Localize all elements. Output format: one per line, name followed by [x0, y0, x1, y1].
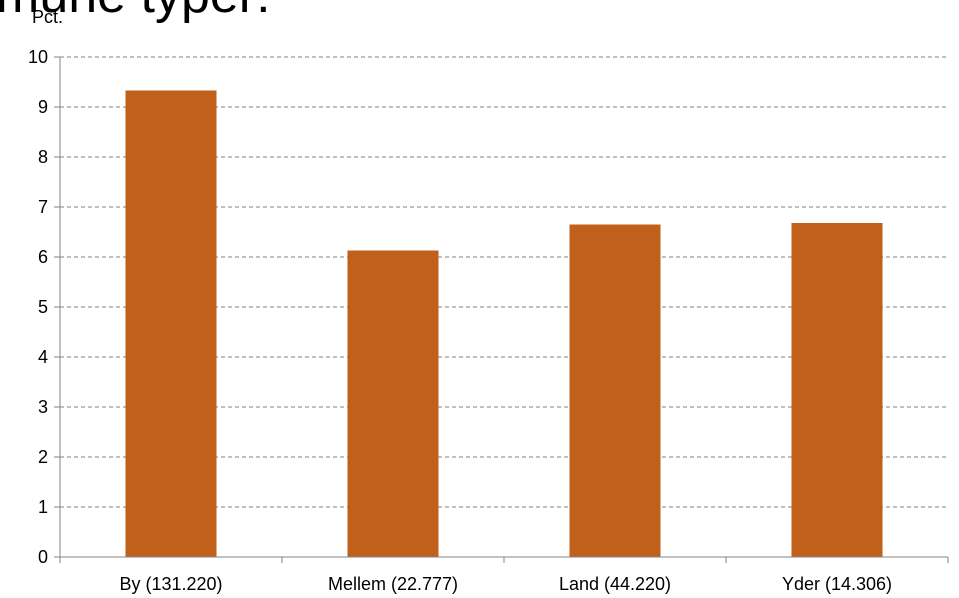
y-tick-label: 8 — [38, 147, 48, 167]
x-category-label: Mellem (22.777) — [328, 574, 458, 594]
bar — [125, 90, 217, 557]
bars — [125, 90, 883, 557]
y-tick-label: 0 — [38, 547, 48, 567]
page-title-fragment: mune typer: — [0, 0, 271, 24]
x-category-labels: By (131.220) Mellem (22.777) Land (44.220)… — [119, 574, 892, 594]
y-tick-label: 5 — [38, 297, 48, 317]
bar — [569, 224, 661, 557]
y-tick-label: 6 — [38, 247, 48, 267]
y-tick-label: 9 — [38, 97, 48, 117]
y-tick-label: 10 — [28, 47, 48, 67]
x-category-label: Land (44.220) — [559, 574, 671, 594]
y-tick-label: 3 — [38, 397, 48, 417]
x-category-label: By (131.220) — [119, 574, 222, 594]
y-tick-label: 7 — [38, 197, 48, 217]
bar — [347, 250, 439, 557]
y-tick-label: 4 — [38, 347, 48, 367]
bar — [791, 223, 883, 557]
y-tick-label: 1 — [38, 497, 48, 517]
y-tick-label: 2 — [38, 447, 48, 467]
x-category-label: Yder (14.306) — [782, 574, 892, 594]
y-axis-unit-label: Pct. — [32, 7, 63, 27]
axes — [59, 57, 949, 563]
y-tick-labels: 0 1 2 3 4 5 6 7 8 9 10 — [28, 47, 48, 567]
